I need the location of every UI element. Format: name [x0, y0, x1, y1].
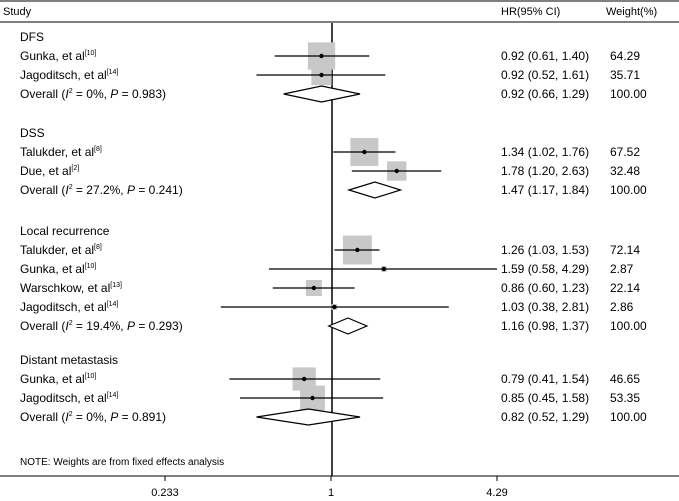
point-estimate: [355, 247, 360, 253]
hr-ci-value: 0.92 (0.61, 1.40): [501, 49, 589, 63]
overall-hr-ci-value: 0.82 (0.52, 1.29): [501, 410, 589, 424]
weight-value: 72.14: [610, 243, 640, 257]
weight-value: 46.65: [610, 372, 640, 386]
x-tick-label: 1: [328, 487, 334, 499]
hr-ci-value: 0.85 (0.45, 1.58): [501, 391, 589, 405]
weight-value: 2.86: [610, 300, 634, 314]
hr-ci-value: 1.26 (1.03, 1.53): [501, 243, 589, 257]
study-label: Jagoditsch, et al[14]: [20, 391, 118, 405]
study-label: Gunka, et al[10]: [20, 49, 96, 63]
group-label: DSS: [20, 126, 45, 140]
overall-label: Overall (I2 = 19.4%, P = 0.293): [20, 319, 183, 333]
study-label: Jagoditsch, et al[14]: [20, 68, 118, 82]
group-label: Distant metastasis: [20, 353, 118, 367]
column-header-weight: Weight(%): [606, 6, 657, 18]
point-estimate: [381, 266, 387, 272]
weight-value: 35.71: [610, 68, 640, 82]
point-estimate: [311, 285, 317, 291]
weight-value: 67.52: [610, 145, 640, 159]
study-label: Jagoditsch, et al[14]: [20, 300, 118, 314]
overall-weight-value: 100.00: [610, 183, 647, 197]
weight-value: 32.48: [610, 164, 640, 178]
footnote: NOTE: Weights are from fixed effects ana…: [20, 457, 224, 468]
weight-value: 22.14: [610, 281, 640, 295]
point-estimate: [362, 149, 367, 155]
hr-ci-value: 1.34 (1.02, 1.76): [501, 145, 589, 159]
point-estimate: [310, 395, 315, 401]
overall-hr-ci-value: 0.92 (0.66, 1.29): [501, 87, 589, 101]
point-estimate: [301, 376, 307, 382]
column-header-study: Study: [3, 6, 32, 18]
point-estimate: [394, 168, 399, 174]
overall-label: Overall (I2 = 0%, P = 0.891): [20, 410, 166, 424]
overall-diamond: [283, 85, 361, 103]
weight-value: 53.35: [610, 391, 640, 405]
study-label: Warschkow, et al[13]: [20, 281, 122, 295]
hr-ci-value: 0.79 (0.41, 1.54): [501, 372, 589, 386]
overall-label: Overall (I2 = 27.2%, P = 0.241): [20, 183, 183, 197]
overall-hr-ci-value: 1.47 (1.17, 1.84): [501, 183, 589, 197]
weight-value: 64.29: [610, 49, 640, 63]
point-estimate: [319, 53, 324, 59]
hr-ci-value: 1.59 (0.58, 4.29): [501, 262, 589, 276]
overall-label: Overall (I2 = 0%, P = 0.983): [20, 87, 166, 101]
x-tick-label: 0.233: [151, 487, 179, 499]
weight-value: 2.87: [610, 262, 634, 276]
overall-diamond: [256, 408, 361, 426]
hr-ci-value: 1.03 (0.38, 2.81): [501, 300, 589, 314]
point-estimate: [319, 72, 324, 78]
study-label: Talukder, et al[8]: [20, 243, 102, 257]
overall-weight-value: 100.00: [610, 87, 647, 101]
overall-diamond: [327, 317, 369, 335]
column-header-hr: HR(95% CI): [501, 6, 560, 18]
group-label: DFS: [20, 30, 44, 44]
study-label: Gunka, et al[10]: [20, 262, 96, 276]
x-tick-label: 4.29: [486, 487, 507, 499]
hr-ci-value: 0.92 (0.52, 1.61): [501, 68, 589, 82]
study-label: Gunka, et al[10]: [20, 372, 96, 386]
hr-ci-value: 0.86 (0.60, 1.23): [501, 281, 589, 295]
overall-weight-value: 100.00: [610, 319, 647, 333]
point-estimate: [332, 304, 337, 310]
study-label: Due, et al[2]: [20, 164, 79, 178]
hr-ci-value: 1.78 (1.20, 2.63): [501, 164, 589, 178]
study-label: Talukder, et al[8]: [20, 145, 102, 159]
overall-weight-value: 100.00: [610, 410, 647, 424]
overall-diamond: [346, 181, 403, 199]
overall-hr-ci-value: 1.16 (0.98, 1.37): [501, 319, 589, 333]
group-label: Local recurrence: [20, 224, 110, 238]
